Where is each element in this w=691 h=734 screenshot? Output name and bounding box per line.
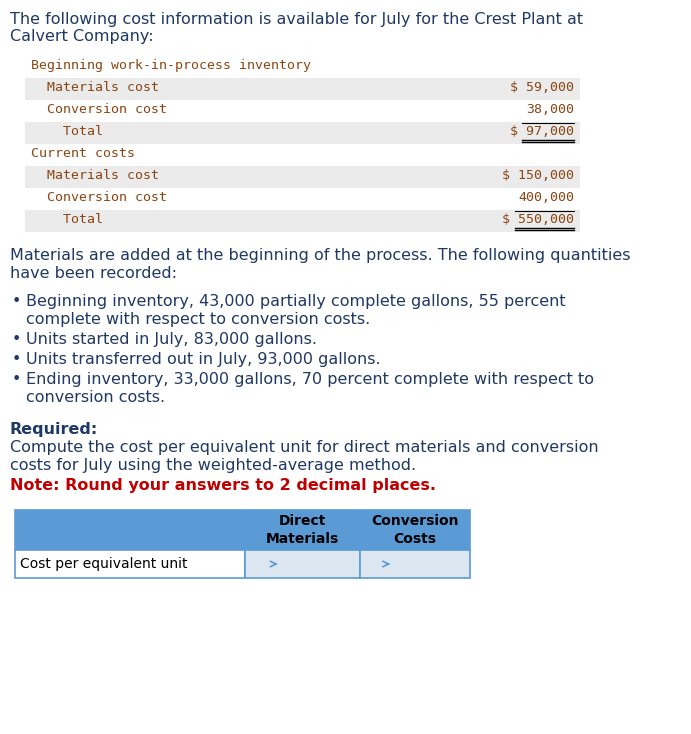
Bar bbox=[25, 144, 580, 166]
Text: costs for July using the weighted-average method.: costs for July using the weighted-averag… bbox=[10, 458, 416, 473]
Bar bbox=[25, 56, 580, 78]
Bar bbox=[360, 550, 470, 578]
Text: Materials cost: Materials cost bbox=[31, 81, 159, 94]
Text: •: • bbox=[12, 294, 21, 309]
Bar bbox=[245, 510, 360, 550]
Text: conversion costs.: conversion costs. bbox=[26, 390, 165, 405]
Text: Total: Total bbox=[31, 125, 103, 138]
Text: •: • bbox=[12, 332, 21, 347]
Text: $ 550,000: $ 550,000 bbox=[502, 213, 574, 226]
Text: $ 97,000: $ 97,000 bbox=[510, 125, 574, 138]
Text: Cost per equivalent unit: Cost per equivalent unit bbox=[20, 557, 187, 571]
Text: Note: Round your answers to 2 decimal places.: Note: Round your answers to 2 decimal pl… bbox=[10, 478, 436, 493]
Text: complete with respect to conversion costs.: complete with respect to conversion cost… bbox=[26, 312, 370, 327]
Text: 400,000: 400,000 bbox=[518, 191, 574, 204]
Bar bbox=[15, 510, 245, 550]
Bar bbox=[25, 78, 580, 100]
Text: •: • bbox=[12, 352, 21, 367]
Text: Materials cost: Materials cost bbox=[31, 169, 159, 182]
Bar bbox=[245, 550, 360, 578]
Bar bbox=[25, 188, 580, 210]
Text: Ending inventory, 33,000 gallons, 70 percent complete with respect to: Ending inventory, 33,000 gallons, 70 per… bbox=[26, 372, 594, 387]
Text: $ 59,000: $ 59,000 bbox=[510, 81, 574, 94]
Bar bbox=[25, 210, 580, 232]
Bar bbox=[25, 100, 580, 122]
Text: Units started in July, 83,000 gallons.: Units started in July, 83,000 gallons. bbox=[26, 332, 317, 347]
Text: Materials are added at the beginning of the process. The following quantities: Materials are added at the beginning of … bbox=[10, 248, 630, 263]
Text: Current costs: Current costs bbox=[31, 147, 135, 160]
Text: Conversion cost: Conversion cost bbox=[31, 191, 167, 204]
Text: 38,000: 38,000 bbox=[526, 103, 574, 116]
Text: Conversion cost: Conversion cost bbox=[31, 103, 167, 116]
Text: Compute the cost per equivalent unit for direct materials and conversion: Compute the cost per equivalent unit for… bbox=[10, 440, 598, 455]
Text: $ 150,000: $ 150,000 bbox=[502, 169, 574, 182]
Text: Direct
Materials: Direct Materials bbox=[266, 515, 339, 545]
Bar bbox=[25, 122, 580, 144]
Bar bbox=[360, 510, 470, 550]
Text: Conversion
Costs: Conversion Costs bbox=[371, 515, 459, 545]
Bar bbox=[25, 166, 580, 188]
Text: Calvert Company:: Calvert Company: bbox=[10, 29, 153, 44]
Text: Beginning inventory, 43,000 partially complete gallons, 55 percent: Beginning inventory, 43,000 partially co… bbox=[26, 294, 566, 309]
Bar bbox=[15, 550, 245, 578]
Text: have been recorded:: have been recorded: bbox=[10, 266, 177, 281]
Text: Units transferred out in July, 93,000 gallons.: Units transferred out in July, 93,000 ga… bbox=[26, 352, 381, 367]
Text: The following cost information is available for July for the Crest Plant at: The following cost information is availa… bbox=[10, 12, 583, 27]
Text: •: • bbox=[12, 372, 21, 387]
Text: Required:: Required: bbox=[10, 422, 98, 437]
Text: Beginning work-in-process inventory: Beginning work-in-process inventory bbox=[31, 59, 311, 72]
Text: Total: Total bbox=[31, 213, 103, 226]
